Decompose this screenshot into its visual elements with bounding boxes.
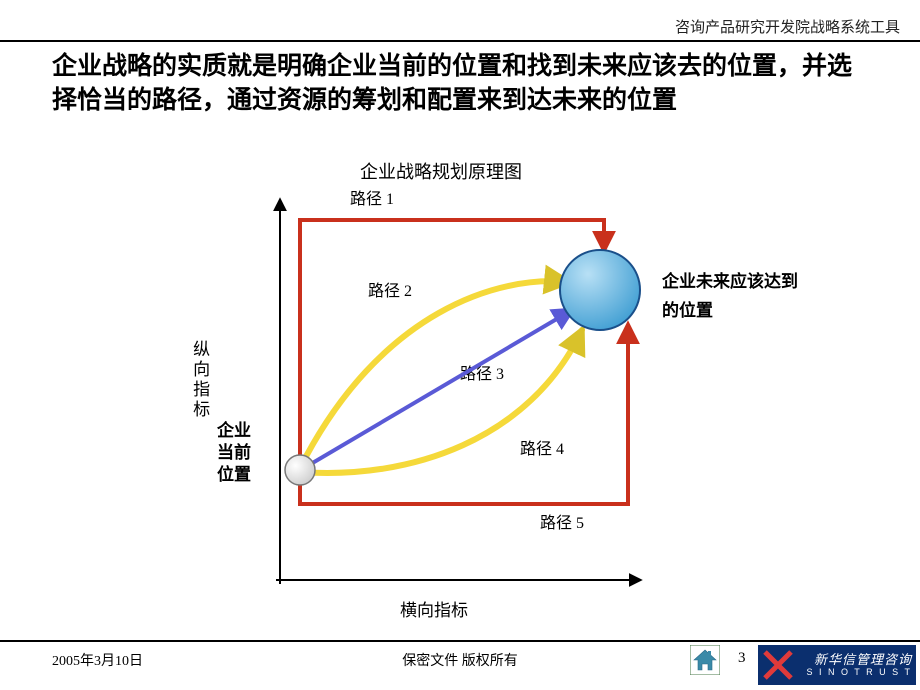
path2	[300, 281, 568, 468]
page-number: 3	[738, 650, 746, 667]
y-axis-label: 纵向指标	[188, 340, 210, 420]
path1	[300, 220, 604, 470]
logo-text-cn: 新华信管理咨询	[806, 652, 912, 668]
path3	[304, 310, 572, 468]
home-icon[interactable]	[690, 645, 720, 675]
start-node	[285, 455, 315, 485]
end-node	[560, 250, 640, 330]
logo-text-en: S I N O T R U S T	[806, 667, 912, 678]
logo-mark-icon	[761, 648, 795, 682]
strategy-diagram	[260, 180, 900, 620]
path5	[300, 325, 628, 504]
divider-bottom	[0, 640, 920, 642]
slide-title: 企业战略的实质就是明确企业当前的位置和找到未来应该去的位置，并选择恰当的路径，通…	[52, 50, 876, 118]
header-brand: 咨询产品研究开发院战略系统工具	[675, 16, 900, 37]
brand-logo: 新华信管理咨询 S I N O T R U S T	[758, 645, 916, 685]
start-node-label-text: 企业当前位置	[217, 421, 251, 484]
start-node-label: 企业当前位置	[212, 420, 256, 486]
divider-top	[0, 40, 920, 42]
